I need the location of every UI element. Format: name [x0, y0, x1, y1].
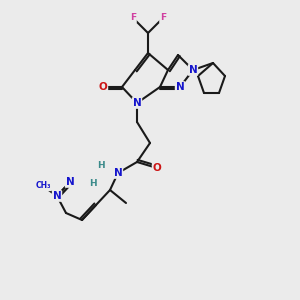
Text: H: H	[89, 179, 97, 188]
Text: F: F	[130, 14, 136, 22]
Text: H: H	[97, 161, 105, 170]
Text: N: N	[133, 98, 141, 108]
Text: N: N	[66, 177, 74, 187]
Text: N: N	[52, 191, 62, 201]
Text: F: F	[160, 14, 166, 22]
Text: O: O	[99, 82, 107, 92]
Text: CH₃: CH₃	[35, 182, 51, 190]
Text: N: N	[176, 82, 184, 92]
Text: N: N	[189, 65, 197, 75]
Text: N: N	[114, 168, 122, 178]
Text: O: O	[153, 163, 161, 173]
